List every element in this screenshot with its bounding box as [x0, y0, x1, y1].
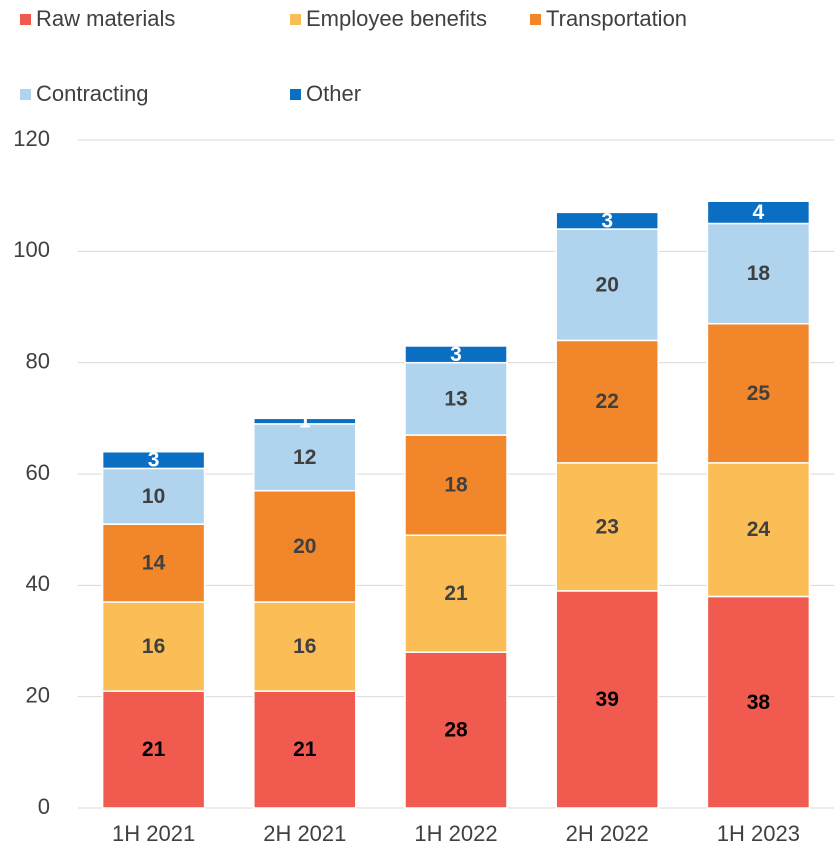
bar-segment [404, 345, 508, 364]
data-label: 38 [747, 691, 771, 714]
bar-segment [706, 595, 811, 809]
data-label: 24 [747, 518, 771, 541]
x-tick-label: 1H 2023 [717, 821, 800, 846]
data-label: 3 [601, 209, 613, 232]
data-label: 13 [444, 387, 467, 410]
legend-swatch [530, 14, 541, 25]
bar-segment [555, 339, 659, 464]
bar-segment [404, 361, 508, 436]
data-label: 20 [596, 273, 619, 296]
y-tick-label: 60 [26, 460, 50, 485]
data-label: 3 [450, 343, 462, 366]
data-label: 10 [142, 485, 165, 508]
data-label: 21 [293, 738, 317, 761]
bar-segment [101, 523, 206, 603]
y-tick-label: 0 [38, 794, 50, 819]
y-tick-label: 80 [26, 348, 50, 373]
data-label: 12 [293, 446, 316, 469]
bar-segment [404, 534, 508, 653]
bar-segment [706, 222, 811, 325]
legend-label: Transportation [546, 6, 687, 31]
data-label: 14 [142, 552, 166, 575]
legend-label: Raw materials [36, 6, 175, 31]
legend-label: Other [306, 81, 361, 106]
data-label: 22 [596, 390, 619, 413]
bar-segment [253, 423, 357, 492]
bar-segment [253, 489, 357, 603]
legend-label: Employee benefits [306, 6, 487, 31]
data-label: 21 [142, 738, 166, 761]
data-label: 39 [596, 688, 619, 711]
data-label: 18 [747, 262, 771, 285]
bar-segment [404, 651, 508, 809]
bar-segment [555, 211, 659, 230]
data-label: 4 [753, 201, 765, 224]
x-tick-label: 2H 2021 [263, 821, 346, 846]
legend-swatch [290, 14, 301, 25]
legend-label: Contracting [36, 81, 149, 106]
data-label: 16 [142, 635, 165, 658]
x-tick-label: 1H 2021 [112, 821, 195, 846]
data-label: 16 [293, 635, 316, 658]
bar-segment [555, 462, 659, 592]
bar-segment [706, 322, 811, 464]
bar-segment [253, 601, 357, 692]
data-label: 21 [444, 582, 468, 605]
y-tick-label: 20 [26, 682, 50, 707]
y-tick-label: 100 [13, 237, 50, 262]
bar-segment [101, 601, 206, 692]
bar-segment [404, 434, 508, 536]
bar-segment [706, 462, 811, 598]
data-label: 28 [444, 719, 468, 742]
legend-swatch [20, 89, 31, 100]
data-label: 23 [596, 515, 619, 538]
data-label: 1 [299, 410, 311, 433]
bar-segment [101, 690, 206, 809]
data-label: 25 [747, 382, 771, 405]
x-tick-label: 1H 2022 [414, 821, 497, 846]
legend-swatch [20, 14, 31, 25]
data-label: 3 [148, 449, 160, 472]
bar-segment [253, 690, 357, 809]
y-tick-label: 40 [26, 571, 50, 596]
bar-segment [253, 417, 357, 425]
data-label: 20 [293, 535, 316, 558]
data-label: 18 [444, 474, 468, 497]
bar-segment [101, 450, 206, 470]
x-tick-label: 2H 2022 [566, 821, 649, 846]
legend-swatch [290, 89, 301, 100]
bar-segment [706, 200, 811, 225]
bar-segment [555, 590, 659, 809]
bar-segment [101, 467, 206, 525]
y-tick-label: 120 [13, 126, 50, 151]
